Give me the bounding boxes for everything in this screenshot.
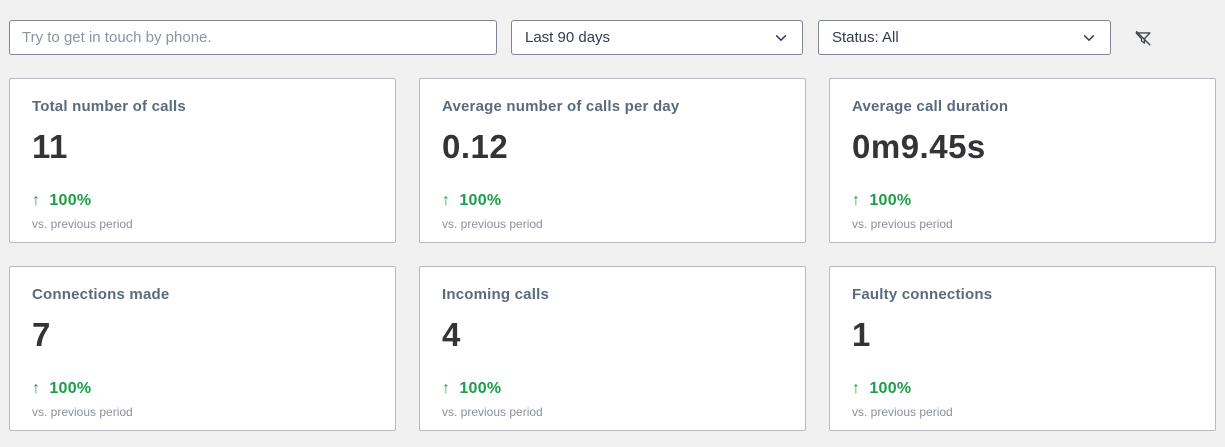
filters-toolbar: Last 90 days Status: All	[9, 20, 1216, 55]
card-value: 0m9.45s	[852, 128, 986, 165]
trend-indicator: ↑ 100%	[32, 380, 373, 398]
card-value: 4	[442, 316, 461, 353]
card-title: Average number of calls per day	[442, 98, 680, 115]
comparison-label: vs. previous period	[32, 217, 133, 231]
search-input[interactable]	[9, 20, 497, 55]
comparison-label: vs. previous period	[442, 217, 543, 231]
arrow-up-icon: ↑	[852, 192, 861, 209]
status-value: Status: All	[832, 29, 899, 46]
trend-change: 100%	[459, 192, 502, 209]
trend-indicator: ↑ 100%	[442, 192, 783, 210]
trend-indicator: ↑ 100%	[852, 192, 1193, 210]
trend-change: 100%	[49, 380, 92, 397]
card-title: Connections made	[32, 286, 170, 303]
card-value: 1	[852, 316, 871, 353]
kpi-cards-grid: Total number of calls 11 ↑ 100% vs. prev…	[9, 78, 1216, 431]
card-title: Faulty connections	[852, 286, 993, 303]
card-value: 0.12	[442, 128, 509, 165]
comparison-label: vs. previous period	[32, 405, 133, 419]
arrow-up-icon: ↑	[32, 192, 41, 209]
card-title: Average call duration	[852, 98, 1009, 115]
trend-change: 100%	[49, 192, 92, 209]
chevron-down-icon	[775, 34, 787, 41]
trend-change: 100%	[459, 380, 502, 397]
arrow-up-icon: ↑	[852, 380, 861, 397]
kpi-card-avg-call-duration: Average call duration 0m9.45s ↑ 100% vs.…	[829, 78, 1216, 243]
kpi-card-total-calls: Total number of calls 11 ↑ 100% vs. prev…	[9, 78, 396, 243]
kpi-card-faulty-connections: Faulty connections 1 ↑ 100% vs. previous…	[829, 266, 1216, 431]
card-title: Total number of calls	[32, 98, 186, 115]
trend-indicator: ↑ 100%	[852, 380, 1193, 398]
date-range-value: Last 90 days	[525, 29, 611, 46]
card-value: 7	[32, 316, 51, 353]
comparison-label: vs. previous period	[852, 217, 953, 231]
status-dropdown[interactable]: Status: All	[818, 20, 1111, 55]
card-title: Incoming calls	[442, 286, 549, 303]
trend-change: 100%	[869, 192, 912, 209]
chevron-down-icon	[1083, 34, 1095, 41]
kpi-card-connections-made: Connections made 7 ↑ 100% vs. previous p…	[9, 266, 396, 431]
clear-filters-button[interactable]	[1127, 22, 1159, 54]
arrow-up-icon: ↑	[442, 192, 451, 209]
kpi-card-incoming-calls: Incoming calls 4 ↑ 100% vs. previous per…	[419, 266, 806, 431]
kpi-card-avg-calls-per-day: Average number of calls per day 0.12 ↑ 1…	[419, 78, 806, 243]
trend-indicator: ↑ 100%	[32, 192, 373, 210]
date-range-dropdown[interactable]: Last 90 days	[511, 20, 803, 55]
arrow-up-icon: ↑	[32, 380, 41, 397]
filter-off-icon	[1135, 30, 1151, 46]
trend-change: 100%	[869, 380, 912, 397]
card-value: 11	[32, 128, 68, 165]
arrow-up-icon: ↑	[442, 380, 451, 397]
trend-indicator: ↑ 100%	[442, 380, 783, 398]
comparison-label: vs. previous period	[442, 405, 543, 419]
comparison-label: vs. previous period	[852, 405, 953, 419]
